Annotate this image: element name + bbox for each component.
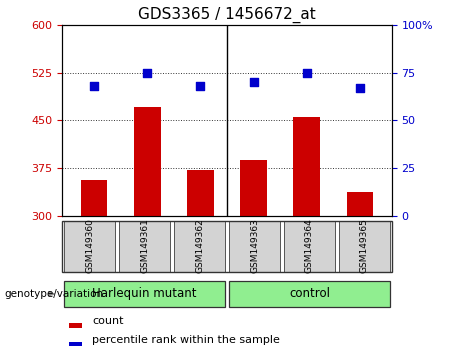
- Bar: [69, 342, 82, 346]
- Title: GDS3365 / 1456672_at: GDS3365 / 1456672_at: [138, 7, 316, 23]
- FancyBboxPatch shape: [339, 221, 390, 272]
- Point: [250, 79, 257, 85]
- Point: [90, 83, 98, 89]
- Text: Harlequin mutant: Harlequin mutant: [92, 287, 197, 300]
- Text: GSM149360: GSM149360: [85, 218, 94, 274]
- Bar: [187, 170, 214, 216]
- Bar: [134, 107, 160, 216]
- Text: control: control: [289, 287, 330, 300]
- FancyBboxPatch shape: [229, 281, 390, 307]
- Point: [356, 85, 364, 91]
- FancyBboxPatch shape: [65, 281, 225, 307]
- Text: count: count: [92, 316, 124, 326]
- Point: [197, 83, 204, 89]
- FancyBboxPatch shape: [119, 221, 170, 272]
- Text: GSM149361: GSM149361: [140, 218, 149, 274]
- Text: genotype/variation: genotype/variation: [5, 289, 104, 299]
- Text: GSM149365: GSM149365: [360, 218, 369, 274]
- Bar: [69, 323, 82, 328]
- FancyBboxPatch shape: [65, 221, 115, 272]
- Bar: [294, 117, 320, 216]
- Point: [144, 70, 151, 75]
- Text: GSM149364: GSM149364: [305, 219, 314, 273]
- Bar: [81, 179, 107, 216]
- FancyBboxPatch shape: [284, 221, 335, 272]
- Text: GSM149363: GSM149363: [250, 218, 259, 274]
- FancyBboxPatch shape: [229, 221, 280, 272]
- Bar: [240, 160, 267, 216]
- Point: [303, 70, 310, 75]
- Bar: [347, 192, 373, 216]
- Text: GSM149362: GSM149362: [195, 219, 204, 273]
- FancyBboxPatch shape: [174, 221, 225, 272]
- Text: percentile rank within the sample: percentile rank within the sample: [92, 335, 280, 345]
